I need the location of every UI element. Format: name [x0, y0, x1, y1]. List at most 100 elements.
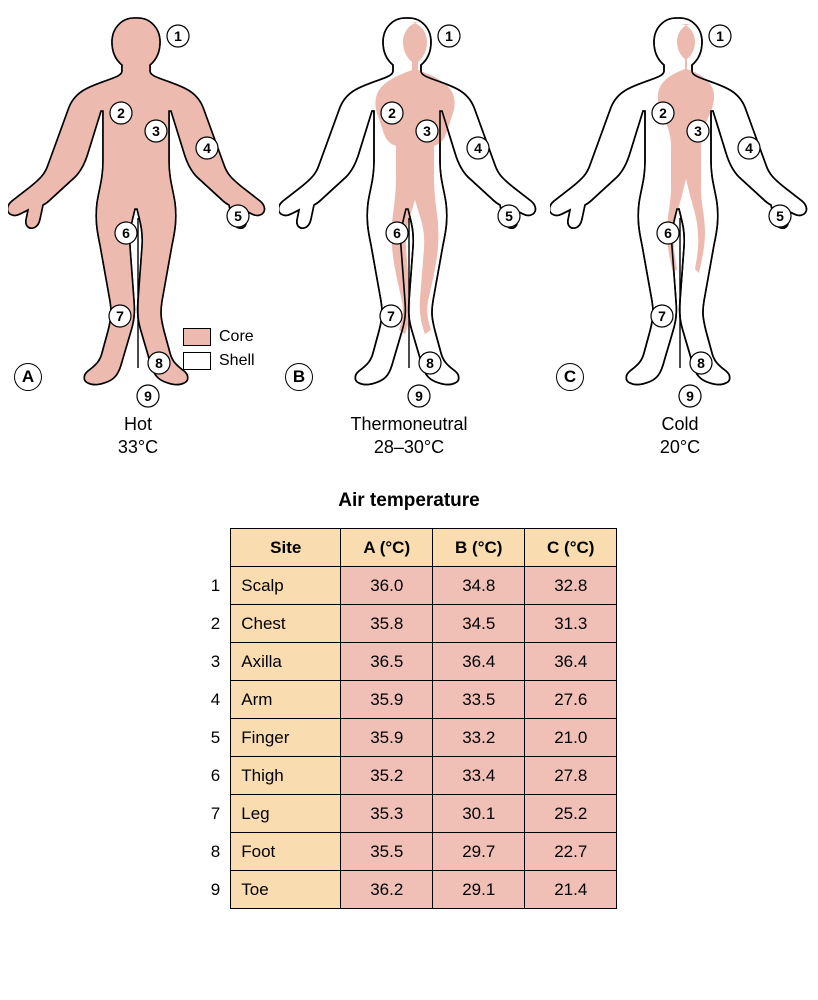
svg-text:8: 8	[697, 355, 705, 371]
svg-text:4: 4	[474, 140, 482, 156]
marker-4: 4	[196, 137, 218, 159]
row-number: 4	[201, 681, 231, 719]
marker-3: 3	[416, 120, 438, 142]
svg-text:1: 1	[174, 28, 182, 44]
figure-title: Cold	[550, 413, 810, 436]
svg-text:2: 2	[117, 105, 125, 121]
cell-c: 21.4	[525, 871, 617, 909]
header-site: Site	[231, 529, 341, 567]
table-row: 5Finger35.933.221.0	[201, 719, 617, 757]
cell-a: 35.8	[341, 605, 433, 643]
svg-text:9: 9	[144, 388, 152, 404]
air-temperature-title: Air temperature	[8, 490, 810, 512]
cell-site: Finger	[231, 719, 341, 757]
marker-9: 9	[679, 385, 701, 407]
temperature-table: Site A (°C) B (°C) C (°C) 1Scalp36.034.8…	[201, 528, 617, 909]
marker-6: 6	[386, 222, 408, 244]
row-number: 6	[201, 757, 231, 795]
cell-site: Thigh	[231, 757, 341, 795]
svg-text:3: 3	[423, 123, 431, 139]
cell-a: 35.2	[341, 757, 433, 795]
figure-temp: 20°C	[550, 436, 810, 459]
cell-b: 36.4	[433, 643, 525, 681]
svg-text:7: 7	[658, 308, 666, 324]
cell-c: 25.2	[525, 795, 617, 833]
cell-a: 35.5	[341, 833, 433, 871]
svg-text:6: 6	[122, 225, 130, 241]
table-row: 3Axilla36.536.436.4	[201, 643, 617, 681]
row-number: 3	[201, 643, 231, 681]
cell-b: 33.2	[433, 719, 525, 757]
table-row: 2Chest35.834.531.3	[201, 605, 617, 643]
row-number: 2	[201, 605, 231, 643]
marker-4: 4	[738, 137, 760, 159]
table-row: 7Leg35.330.125.2	[201, 795, 617, 833]
cell-a: 35.3	[341, 795, 433, 833]
marker-3: 3	[687, 120, 709, 142]
figure-caption: Thermoneutral28–30°C	[279, 413, 539, 460]
cell-site: Scalp	[231, 567, 341, 605]
marker-1: 1	[167, 25, 189, 47]
marker-9: 9	[408, 385, 430, 407]
figure-c: 123456789CCold20°C	[550, 8, 810, 478]
svg-text:7: 7	[387, 308, 395, 324]
cell-a: 35.9	[341, 719, 433, 757]
figure-title: Hot	[8, 413, 268, 436]
figure-b: 123456789BThermoneutral28–30°C	[279, 8, 539, 478]
svg-text:9: 9	[415, 388, 423, 404]
cell-c: 27.6	[525, 681, 617, 719]
figure-a: 1 2 3 4 5 6 7 8 9 A Hot33°C	[8, 8, 268, 478]
marker-6: 6	[115, 222, 137, 244]
body-svg: 1 2 3 4 5 6 7 8 9	[8, 8, 268, 408]
cell-site: Chest	[231, 605, 341, 643]
marker-6: 6	[657, 222, 679, 244]
svg-text:1: 1	[445, 28, 453, 44]
cell-c: 36.4	[525, 643, 617, 681]
svg-text:6: 6	[393, 225, 401, 241]
marker-8: 8	[419, 352, 441, 374]
row-number: 7	[201, 795, 231, 833]
figure-caption: Hot33°C	[8, 413, 268, 460]
marker-1: 1	[438, 25, 460, 47]
cell-site: Leg	[231, 795, 341, 833]
cell-a: 36.5	[341, 643, 433, 681]
svg-text:4: 4	[203, 140, 211, 156]
cell-b: 34.8	[433, 567, 525, 605]
svg-text:7: 7	[116, 308, 124, 324]
cell-c: 21.0	[525, 719, 617, 757]
svg-text:8: 8	[426, 355, 434, 371]
row-number: 5	[201, 719, 231, 757]
table-row: 9Toe36.229.121.4	[201, 871, 617, 909]
header-a: A (°C)	[341, 529, 433, 567]
marker-7: 7	[651, 305, 673, 327]
svg-text:3: 3	[152, 123, 160, 139]
marker-4: 4	[467, 137, 489, 159]
cell-site: Foot	[231, 833, 341, 871]
cell-c: 32.8	[525, 567, 617, 605]
cell-c: 22.7	[525, 833, 617, 871]
panel-label-a: A	[14, 363, 42, 391]
cell-site: Toe	[231, 871, 341, 909]
svg-text:5: 5	[234, 208, 242, 224]
cell-a: 36.2	[341, 871, 433, 909]
cell-a: 35.9	[341, 681, 433, 719]
table-row: 4Arm35.933.527.6	[201, 681, 617, 719]
marker-5: 5	[769, 205, 791, 227]
marker-1: 1	[709, 25, 731, 47]
cell-b: 30.1	[433, 795, 525, 833]
marker-9: 9	[137, 385, 159, 407]
cell-b: 29.1	[433, 871, 525, 909]
figure-title: Thermoneutral	[279, 413, 539, 436]
row-number: 1	[201, 567, 231, 605]
table-header-row: Site A (°C) B (°C) C (°C)	[201, 529, 617, 567]
marker-5: 5	[227, 205, 249, 227]
svg-text:6: 6	[664, 225, 672, 241]
svg-text:2: 2	[659, 105, 667, 121]
marker-8: 8	[148, 352, 170, 374]
table-row: 1Scalp36.034.832.8	[201, 567, 617, 605]
figures-row: Core Shell 123456789AHot33°C123456789BTh…	[8, 8, 810, 478]
marker-7: 7	[380, 305, 402, 327]
panel-label-b: B	[285, 363, 313, 391]
row-number: 8	[201, 833, 231, 871]
marker-7: 7	[109, 305, 131, 327]
